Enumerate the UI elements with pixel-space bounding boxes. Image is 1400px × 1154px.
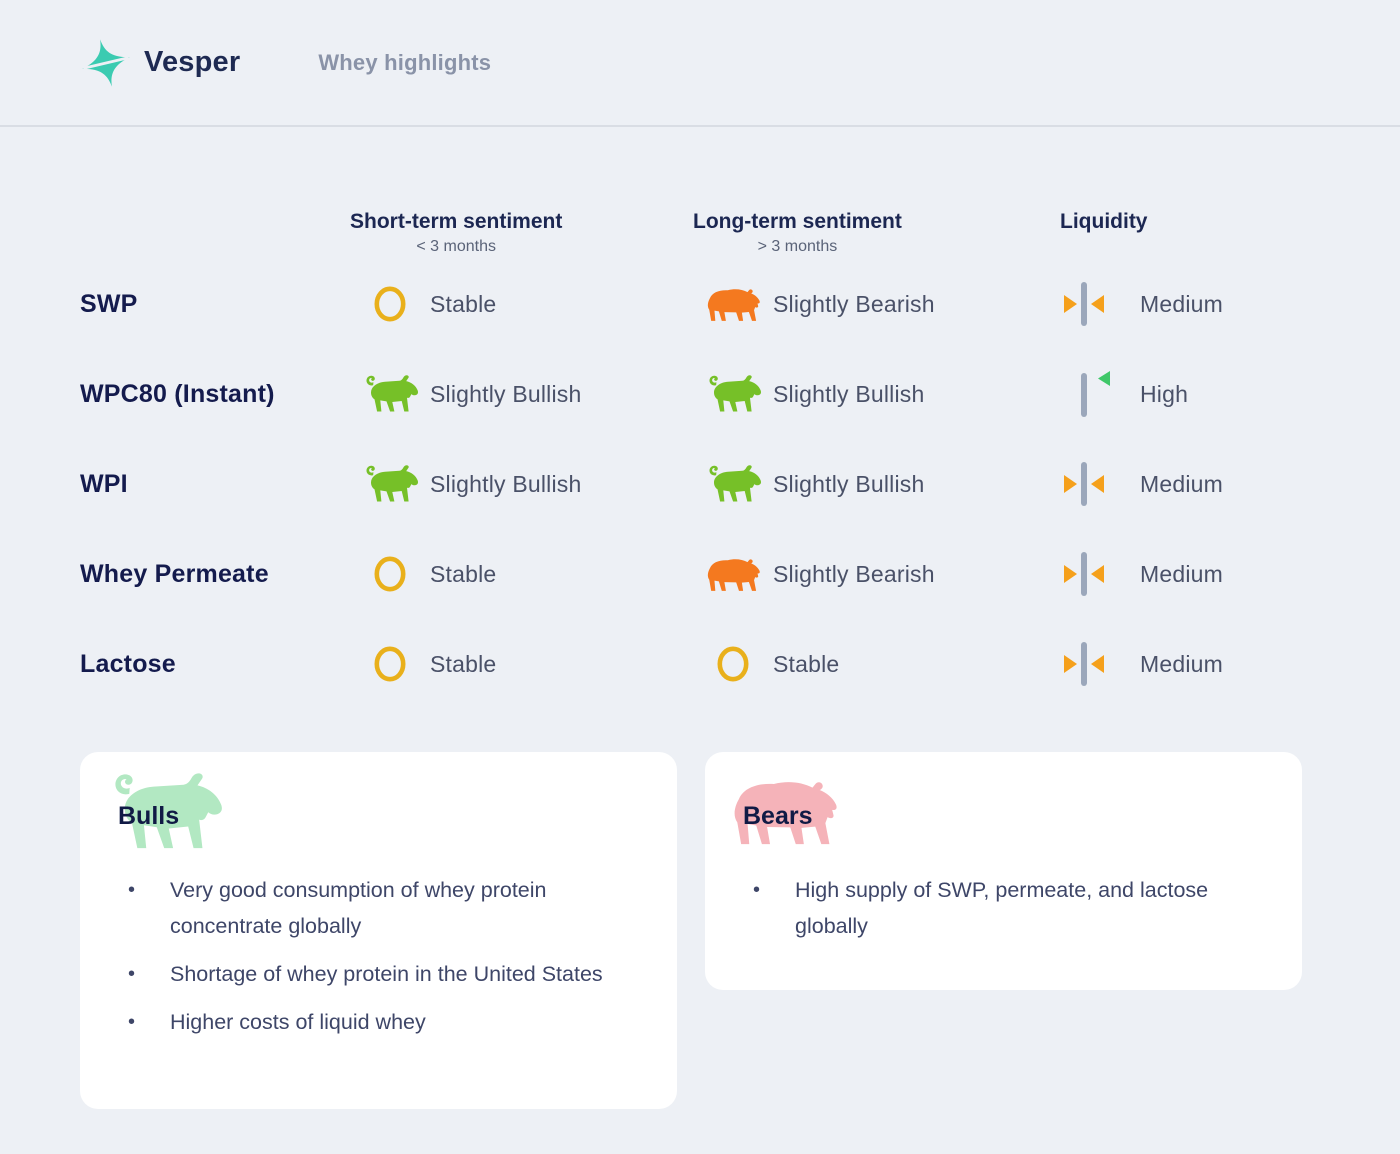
short-term-sentiment-value: Stable [430,650,497,677]
bullet-icon: • [128,1011,136,1033]
brand-name: Vesper [144,46,241,78]
liquidity-medium-icon [1060,642,1108,686]
stable-icon [373,285,407,323]
bulls-card: Bulls • Very good consumption of whey pr… [80,752,677,1109]
column-header-long-term: Long-term sentiment [693,210,902,233]
table-row[interactable]: WPI Slightly Bullish Slightly Bullish Me… [80,439,1320,529]
app-header: Vesper Whey highlights [0,0,1400,127]
list-item: • High supply of SWP, permeate, and lact… [749,872,1262,944]
liquidity-value: Medium [1140,470,1224,497]
column-header-short-term: Short-term sentiment [350,210,563,233]
table-row[interactable]: WPC80 (Instant) Slightly Bullish Slightl… [80,349,1320,439]
liquidity-value: Medium [1140,560,1224,587]
long-term-sentiment-value: Slightly Bullish [773,470,925,497]
bull-icon [703,371,763,417]
long-term-sentiment-value: Slightly Bullish [773,380,925,407]
bear-icon [704,555,762,593]
bulls-card-title: Bulls [118,802,180,830]
sparkle-icon [80,36,132,90]
page-title: Whey highlights [318,49,492,75]
column-subtitle-short-term: < 3 months [416,238,496,255]
liquidity-value: High [1140,380,1189,407]
bear-icon [704,285,762,323]
long-term-sentiment-value: Slightly Bearish [773,290,935,317]
list-item: • Very good consumption of whey protein … [124,872,637,944]
bull-icon [360,461,420,507]
column-header-liquidity: Liquidity [1060,210,1148,233]
list-item: • Higher costs of liquid whey [124,1004,637,1040]
sentiment-table: Short-term sentiment < 3 months Long-ter… [0,209,1400,709]
bullet-icon: • [128,879,136,901]
vesper-logo[interactable]: Vesper [80,36,240,90]
bear-icon [727,774,841,848]
list-item: • Shortage of whey protein in the United… [124,956,637,992]
summary-cards: Bulls • Very good consumption of whey pr… [0,752,1400,1109]
liquidity-medium-icon [1060,552,1108,596]
liquidity-value: Medium [1140,290,1224,317]
short-term-sentiment-value: Stable [430,560,497,587]
stable-icon [373,555,407,593]
product-name: WPC80 (Instant) [80,379,275,408]
liquidity-medium-icon [1060,462,1108,506]
bull-icon [102,764,226,860]
table-header-row: Short-term sentiment < 3 months Long-ter… [80,209,1320,259]
table-row[interactable]: Lactose Stable Stable Medium [80,619,1320,709]
bull-icon [703,461,763,507]
liquidity-medium-icon [1060,282,1108,326]
bears-list: • High supply of SWP, permeate, and lact… [749,872,1262,944]
long-term-sentiment-value: Stable [773,650,840,677]
short-term-sentiment-value: Slightly Bullish [430,470,582,497]
liquidity-high-icon [1060,371,1112,417]
product-name: SWP [80,289,138,318]
column-subtitle-long-term: > 3 months [757,238,838,255]
bulls-list: • Very good consumption of whey protein … [124,872,637,1040]
long-term-sentiment-value: Slightly Bearish [773,560,935,587]
bears-card-title: Bears [743,802,813,830]
stable-icon [373,645,407,683]
product-name: Lactose [80,649,176,678]
bull-icon [360,371,420,417]
product-name: WPI [80,469,128,498]
table-row[interactable]: Whey Permeate Stable Slightly Bearish Me… [80,529,1320,619]
short-term-sentiment-value: Slightly Bullish [430,380,582,407]
short-term-sentiment-value: Stable [430,290,497,317]
product-name: Whey Permeate [80,559,269,588]
liquidity-value: Medium [1140,650,1224,677]
bullet-icon: • [128,963,136,985]
table-row[interactable]: SWP Stable Slightly Bearish Medium [80,259,1320,349]
bears-card: Bears • High supply of SWP, permeate, an… [705,752,1302,990]
stable-icon [716,645,750,683]
bullet-icon: • [753,879,761,901]
